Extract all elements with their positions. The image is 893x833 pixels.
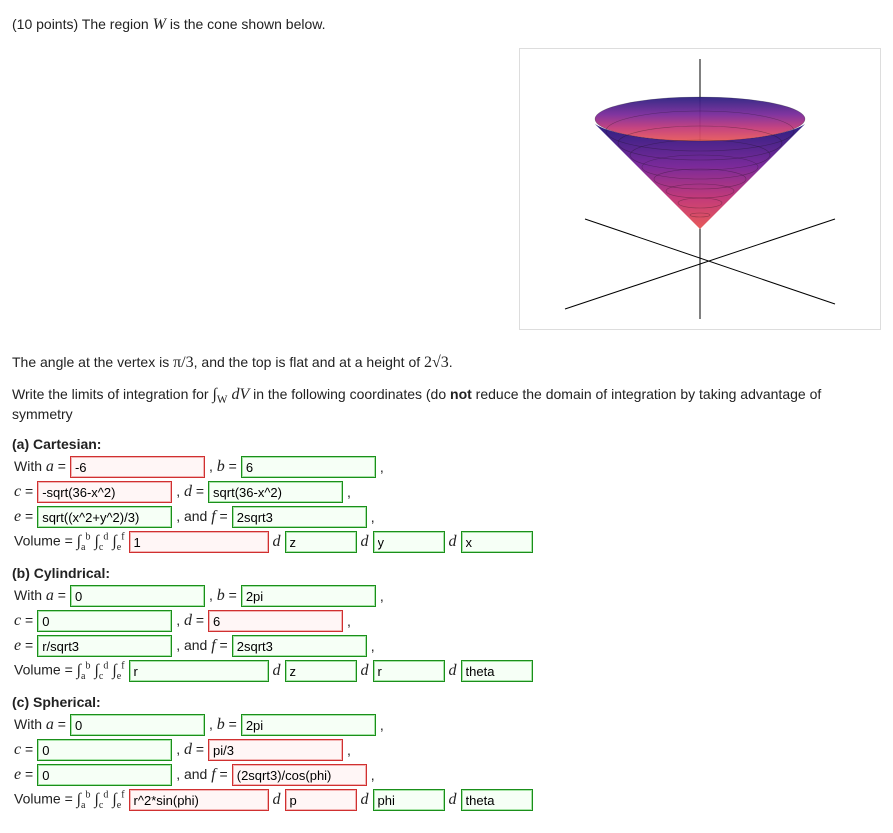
sph-b-input[interactable] xyxy=(241,714,376,736)
comma: , xyxy=(347,484,351,500)
cart-c-input[interactable] xyxy=(37,481,172,503)
region-W: W xyxy=(153,16,166,33)
cart-b-input[interactable] xyxy=(241,456,376,478)
sph-row-ef: e = , and f = , xyxy=(12,764,881,786)
angle-text-1: The angle at the vertex is xyxy=(12,354,173,370)
comma: , xyxy=(380,459,384,475)
sph-a-input[interactable] xyxy=(70,714,205,736)
cyl-d3-input[interactable] xyxy=(461,660,533,682)
cyl-integrand-input[interactable] xyxy=(129,660,269,682)
int-dV: dV xyxy=(227,386,249,403)
e-label: e = xyxy=(14,508,33,526)
cone-svg xyxy=(535,59,865,319)
task-integral: ∫W dV xyxy=(212,386,249,403)
cart-row-ab: With a = , b = , xyxy=(12,456,881,478)
task-2: in the following coordinates (do xyxy=(249,386,450,402)
comma: , xyxy=(371,509,375,525)
d-label-2: d xyxy=(361,533,369,551)
part-a-label: (a) Cartesian: xyxy=(12,436,881,452)
volume-label: Volume = ∫ab ∫cd ∫ef xyxy=(14,531,125,553)
cyl-c-input[interactable] xyxy=(37,610,172,632)
cart-row-vol: Volume = ∫ab ∫cd ∫ef d d d xyxy=(12,531,881,553)
cart-f-input[interactable] xyxy=(232,506,367,528)
d-label-1: d xyxy=(273,533,281,551)
cart-row-ef: e = , and f = , xyxy=(12,506,881,528)
part-spherical: (c) Spherical: With a = , b = , c = , d … xyxy=(12,694,881,811)
cart-e-input[interactable] xyxy=(37,506,172,528)
cyl-d2-input[interactable] xyxy=(373,660,445,682)
cart-d2-input[interactable] xyxy=(373,531,445,553)
int-sub: W xyxy=(217,394,228,406)
part-b-label: (b) Cylindrical: xyxy=(12,565,881,581)
points-text: (10 points) The region xyxy=(12,16,153,32)
angle-text-2: , and the top is flat and at a height of xyxy=(194,354,424,370)
sph-d2-input[interactable] xyxy=(373,789,445,811)
problem-stem: (10 points) The region W is the cone sho… xyxy=(12,16,881,34)
sph-e-input[interactable] xyxy=(37,764,172,786)
height-value: 2√3 xyxy=(424,354,449,371)
cyl-row-cd: c = , d = , xyxy=(12,610,881,632)
period: . xyxy=(449,354,453,370)
sph-d-input[interactable] xyxy=(208,739,343,761)
cyl-d1-input[interactable] xyxy=(285,660,357,682)
cyl-row-ef: e = , and f = , xyxy=(12,635,881,657)
task-1: Write the limits of integration for xyxy=(12,386,212,402)
cyl-f-input[interactable] xyxy=(232,635,367,657)
cyl-a-input[interactable] xyxy=(70,585,205,607)
cyl-d-input[interactable] xyxy=(208,610,343,632)
cart-d3-input[interactable] xyxy=(461,531,533,553)
sph-f-input[interactable] xyxy=(232,764,367,786)
d-label-3: d xyxy=(449,533,457,551)
task-line: Write the limits of integration for ∫W d… xyxy=(12,386,881,422)
cyl-row-ab: With a = , b = , xyxy=(12,585,881,607)
with-label: With a = xyxy=(14,458,66,476)
comma-1: , b = xyxy=(209,458,237,476)
cart-row-cd: c = , d = , xyxy=(12,481,881,503)
cyl-row-vol: Volume = ∫ab ∫cd ∫ef d d d xyxy=(12,660,881,682)
sph-row-vol: Volume = ∫ab ∫cd ∫ef d d d xyxy=(12,789,881,811)
cyl-b-input[interactable] xyxy=(241,585,376,607)
part-c-label: (c) Spherical: xyxy=(12,694,881,710)
d-label: , d = xyxy=(176,483,204,501)
cart-integrand-input[interactable] xyxy=(129,531,269,553)
sph-row-cd: c = , d = , xyxy=(12,739,881,761)
part-cylindrical: (b) Cylindrical: With a = , b = , c = , … xyxy=(12,565,881,682)
cart-d1-input[interactable] xyxy=(285,531,357,553)
cone-figure xyxy=(519,48,881,330)
part-cartesian: (a) Cartesian: With a = , b = , c = , d … xyxy=(12,436,881,553)
sph-d3-input[interactable] xyxy=(461,789,533,811)
cyl-e-input[interactable] xyxy=(37,635,172,657)
stem-rest: is the cone shown below. xyxy=(166,16,326,32)
sph-d1-input[interactable] xyxy=(285,789,357,811)
angle-value: π/3 xyxy=(173,354,194,371)
sph-integrand-input[interactable] xyxy=(129,789,269,811)
sph-row-ab: With a = , b = , xyxy=(12,714,881,736)
c-label: c = xyxy=(14,483,33,501)
cart-a-input[interactable] xyxy=(70,456,205,478)
geometry-line: The angle at the vertex is π/3, and the … xyxy=(12,354,881,372)
f-label: , and f = xyxy=(176,508,228,526)
sph-c-input[interactable] xyxy=(37,739,172,761)
task-not: not xyxy=(450,386,472,402)
cart-d-input[interactable] xyxy=(208,481,343,503)
